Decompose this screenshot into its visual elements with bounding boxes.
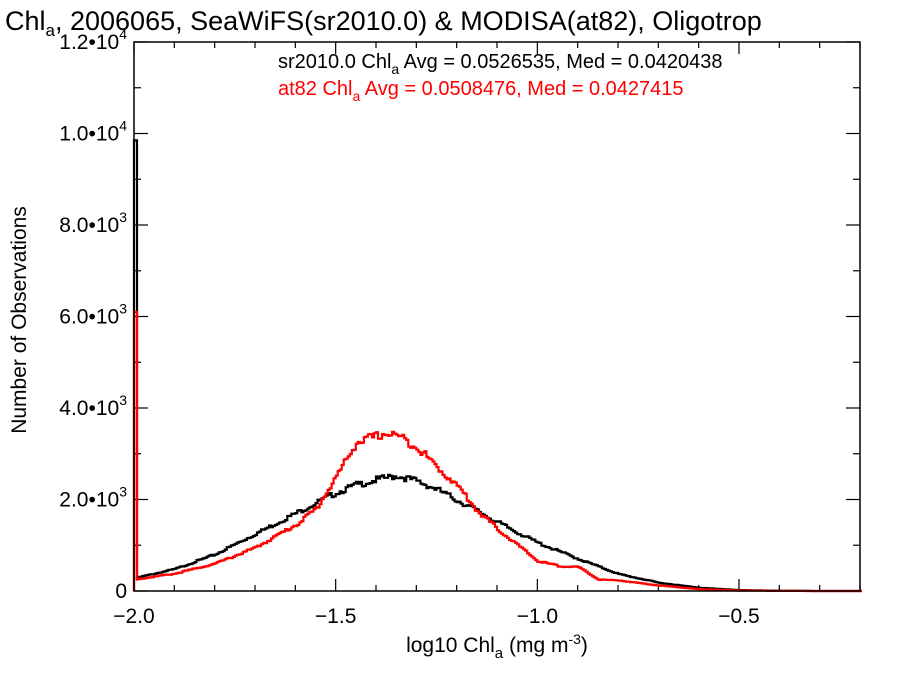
stats-line-sr2010: sr2010.0 Chla Avg = 0.0526535, Med = 0.0…	[278, 51, 722, 77]
y-tick-label: 4.0•103	[59, 392, 127, 420]
y-tick-label: 2.0•103	[59, 484, 127, 512]
x-axis-label: log10 Chla (mg m-3)	[406, 631, 588, 662]
stats-line-at82: at82 Chla Avg = 0.0508476, Med = 0.04274…	[278, 78, 684, 104]
x-tick-label: −0.5	[718, 605, 759, 628]
chart-title: Chla, 2006065, SeaWiFS(sr2010.0) & MODIS…	[5, 6, 762, 40]
y-tick-label: 6.0•103	[59, 301, 127, 329]
histogram-series-at82	[132, 310, 862, 593]
data-series	[132, 139, 862, 593]
x-tick-label: −2.0	[113, 605, 154, 628]
histogram-series-sr2010.0	[132, 139, 862, 593]
y-tick-label: 8.0•103	[59, 209, 127, 237]
x-tick-label: −1.5	[315, 605, 356, 628]
y-tick-label: 0	[115, 580, 127, 603]
plot-frame	[133, 41, 861, 592]
y-tick-label: 1.2•104	[59, 26, 127, 54]
x-tick-label: −1.0	[517, 605, 558, 628]
y-tick-label: 1.0•104	[59, 118, 127, 146]
title-subscript: a	[46, 21, 56, 40]
y-axis-label: Number of Observations	[8, 206, 31, 434]
